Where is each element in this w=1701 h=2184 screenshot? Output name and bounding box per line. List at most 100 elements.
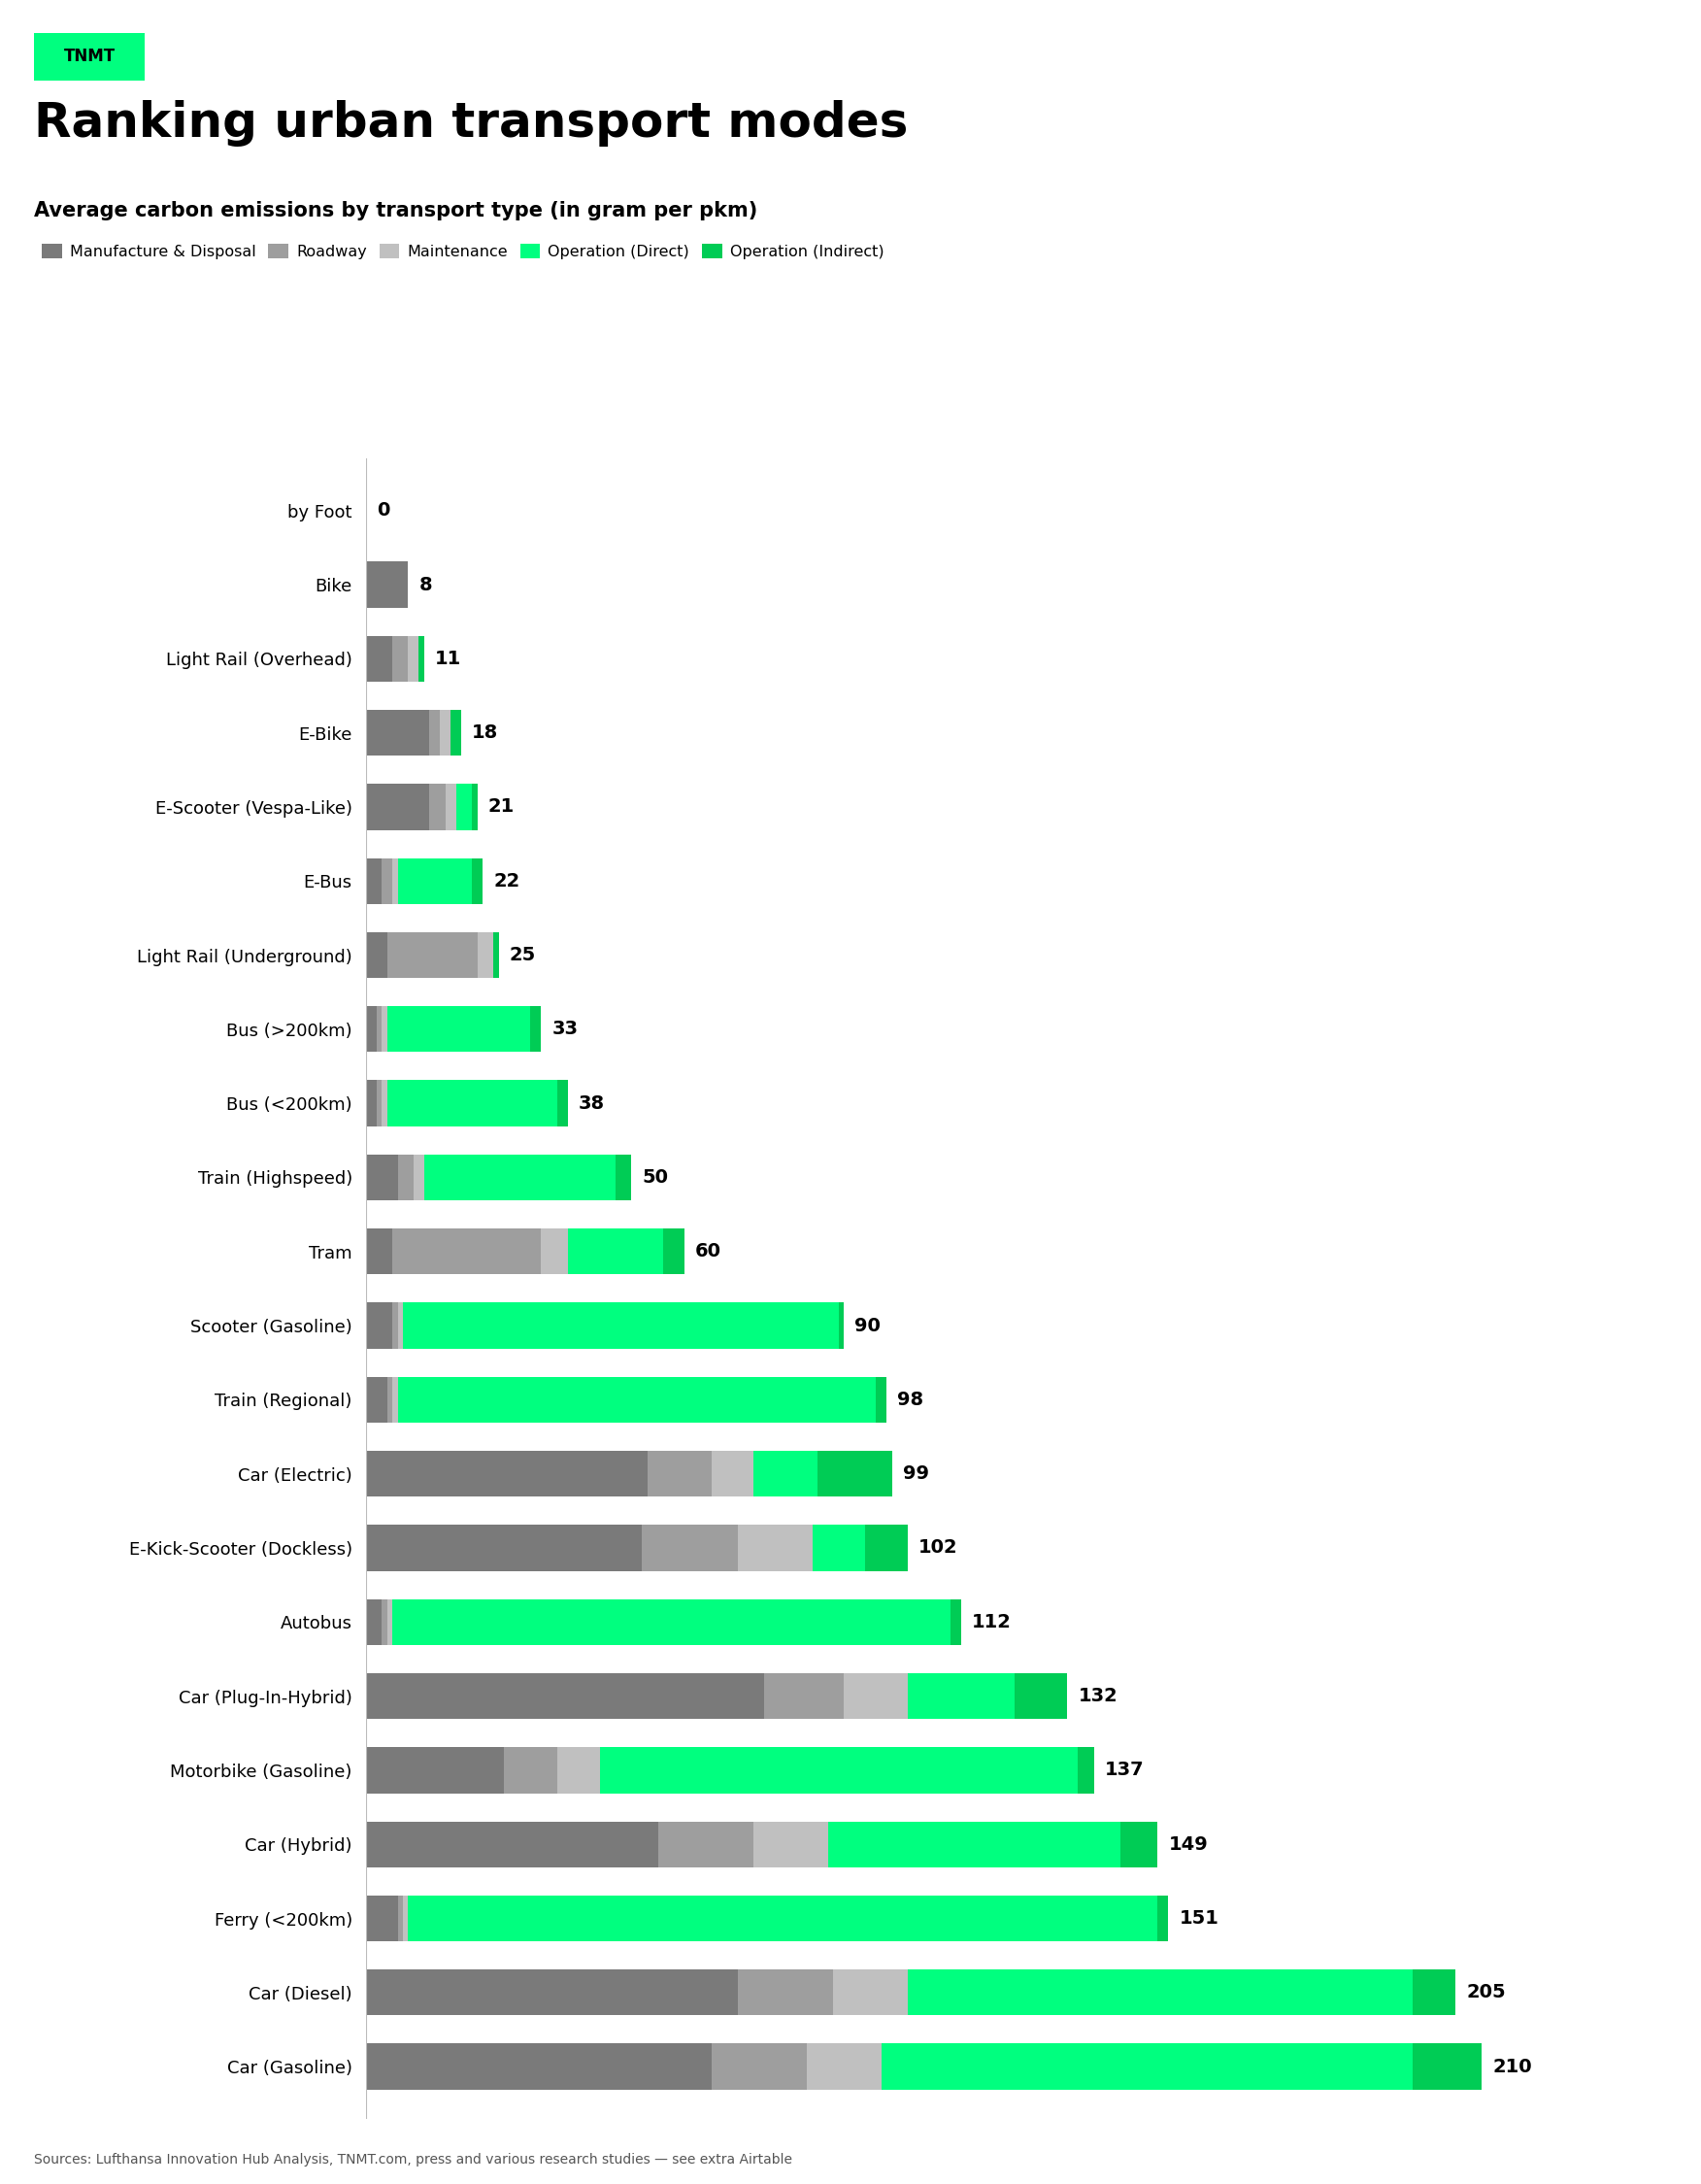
Bar bbox=[1078, 1747, 1094, 1793]
Bar bbox=[493, 933, 498, 978]
Bar bbox=[393, 1376, 398, 1422]
Bar bbox=[1414, 2044, 1482, 2090]
Bar bbox=[503, 1747, 556, 1793]
Bar bbox=[366, 1302, 393, 1348]
Bar bbox=[839, 1302, 844, 1348]
Bar bbox=[711, 2044, 806, 2090]
Bar bbox=[446, 784, 456, 830]
Text: 102: 102 bbox=[919, 1540, 958, 1557]
Bar bbox=[393, 1230, 541, 1275]
Bar bbox=[648, 1450, 711, 1496]
Text: 205: 205 bbox=[1466, 1983, 1505, 2003]
Bar bbox=[366, 1230, 393, 1275]
Text: 137: 137 bbox=[1104, 1760, 1145, 1780]
Bar bbox=[393, 1302, 398, 1348]
Bar bbox=[844, 1673, 908, 1719]
Bar bbox=[1014, 1673, 1068, 1719]
Bar bbox=[366, 1155, 398, 1201]
Text: Average carbon emissions by transport type (in gram per pkm): Average carbon emissions by transport ty… bbox=[34, 201, 757, 221]
Bar bbox=[408, 1896, 1158, 1942]
Bar bbox=[568, 1230, 663, 1275]
Bar bbox=[866, 1524, 908, 1570]
Bar bbox=[471, 784, 478, 830]
Text: 60: 60 bbox=[696, 1243, 721, 1260]
Bar bbox=[556, 1081, 568, 1127]
Bar bbox=[398, 1376, 876, 1422]
Bar bbox=[366, 1599, 381, 1645]
Text: TNMT: TNMT bbox=[63, 48, 116, 66]
Bar bbox=[828, 1821, 1121, 1867]
Bar bbox=[386, 1376, 393, 1422]
Bar bbox=[366, 1450, 648, 1496]
Bar bbox=[556, 1747, 599, 1793]
Bar bbox=[478, 933, 493, 978]
Text: 50: 50 bbox=[641, 1168, 668, 1186]
Bar bbox=[876, 1376, 886, 1422]
Bar bbox=[366, 1821, 658, 1867]
Bar bbox=[398, 1896, 403, 1942]
Bar bbox=[386, 1007, 531, 1053]
Text: 210: 210 bbox=[1492, 2057, 1533, 2075]
Bar bbox=[381, 1081, 388, 1127]
Bar bbox=[1121, 1821, 1158, 1867]
Bar bbox=[531, 1007, 541, 1053]
Bar bbox=[806, 2044, 881, 2090]
Bar bbox=[616, 1155, 631, 1201]
Bar bbox=[541, 1230, 568, 1275]
Bar bbox=[381, 1007, 388, 1053]
Bar bbox=[429, 710, 441, 756]
Bar bbox=[908, 1673, 1014, 1719]
Bar bbox=[418, 636, 424, 681]
Text: 98: 98 bbox=[896, 1391, 924, 1409]
Text: 151: 151 bbox=[1179, 1909, 1218, 1928]
Bar bbox=[441, 710, 451, 756]
Text: 8: 8 bbox=[418, 574, 432, 594]
Bar bbox=[381, 1599, 388, 1645]
Bar bbox=[386, 1081, 556, 1127]
Bar bbox=[366, 784, 429, 830]
Bar bbox=[456, 784, 471, 830]
Bar bbox=[403, 1896, 408, 1942]
Bar bbox=[366, 1747, 503, 1793]
Bar bbox=[366, 933, 386, 978]
Bar bbox=[451, 710, 461, 756]
Bar bbox=[366, 636, 393, 681]
Bar bbox=[754, 1821, 828, 1867]
Bar bbox=[1414, 1970, 1456, 2016]
Bar bbox=[398, 858, 471, 904]
Bar bbox=[366, 1007, 376, 1053]
Bar bbox=[711, 1450, 754, 1496]
Bar bbox=[398, 1155, 413, 1201]
Bar bbox=[366, 561, 408, 607]
Bar bbox=[881, 2044, 1414, 2090]
Bar bbox=[424, 1155, 616, 1201]
Bar bbox=[366, 1524, 641, 1570]
Text: Ranking urban transport modes: Ranking urban transport modes bbox=[34, 100, 908, 146]
Text: 21: 21 bbox=[488, 797, 514, 817]
Bar bbox=[658, 1821, 754, 1867]
Bar bbox=[366, 858, 381, 904]
Bar bbox=[641, 1524, 738, 1570]
Text: 90: 90 bbox=[854, 1317, 881, 1334]
Bar bbox=[398, 1302, 403, 1348]
Bar bbox=[366, 1673, 764, 1719]
Text: 11: 11 bbox=[435, 649, 461, 668]
Bar bbox=[366, 1970, 738, 2016]
Bar bbox=[366, 1896, 398, 1942]
Bar bbox=[818, 1450, 891, 1496]
Bar bbox=[366, 1376, 386, 1422]
Bar bbox=[413, 1155, 424, 1201]
Bar bbox=[663, 1230, 684, 1275]
Bar bbox=[833, 1970, 908, 2016]
Bar bbox=[376, 1081, 381, 1127]
Text: 132: 132 bbox=[1078, 1686, 1118, 1706]
Text: 149: 149 bbox=[1169, 1835, 1208, 1854]
Bar bbox=[754, 1450, 818, 1496]
Bar bbox=[403, 1302, 839, 1348]
Bar bbox=[471, 858, 483, 904]
Bar bbox=[386, 1599, 393, 1645]
Bar bbox=[366, 2044, 711, 2090]
Text: 0: 0 bbox=[376, 502, 390, 520]
Bar bbox=[381, 858, 393, 904]
Bar bbox=[408, 636, 418, 681]
